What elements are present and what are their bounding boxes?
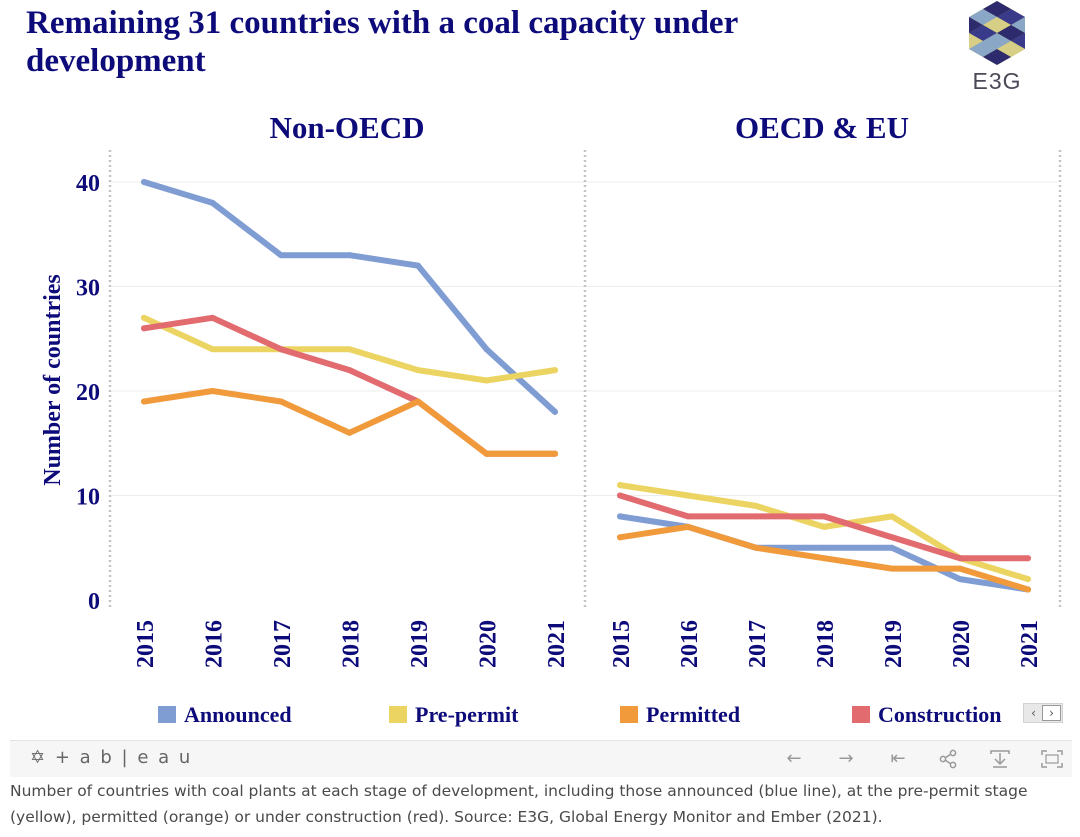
legend-label: Construction [878, 702, 1002, 727]
y-tick-label: 20 [76, 380, 100, 406]
legend-label: Announced [184, 702, 292, 727]
y-axis-label: Number of countries [40, 274, 66, 486]
data-point [957, 555, 963, 562]
legend-swatch [852, 706, 870, 723]
data-point [889, 513, 895, 520]
page-title: Remaining 31 countries with a coal capac… [26, 5, 738, 79]
revert-icon[interactable]: ⇤ [890, 748, 906, 769]
scroll-right-icon[interactable]: › [1042, 705, 1061, 721]
tableau-logo[interactable]: ✡ + a b | e a u [30, 747, 192, 768]
x-tick-label: 2020 [476, 620, 502, 668]
legend-swatch [158, 706, 176, 723]
data-point [957, 565, 963, 572]
data-point [1025, 576, 1031, 583]
data-point [209, 199, 216, 206]
data-point [209, 346, 216, 353]
data-point [821, 544, 827, 551]
x-tick-label: 2021 [544, 620, 570, 668]
data-point [685, 492, 691, 499]
data-point [889, 565, 895, 572]
data-point [415, 262, 421, 269]
share-icon[interactable] [934, 746, 962, 772]
x-tick-label: 2018 [813, 620, 839, 668]
series-line-pre-permit [617, 482, 1031, 583]
download-icon[interactable] [986, 746, 1014, 772]
figure-caption: Number of countries with coal plants at … [10, 782, 1028, 826]
series-line-permitted [141, 388, 558, 457]
y-tick-label: 30 [76, 276, 100, 302]
data-point [415, 367, 421, 374]
legend-swatch [620, 706, 638, 723]
data-point [617, 492, 623, 499]
data-point [552, 408, 558, 415]
x-tick-label: 2018 [339, 620, 365, 668]
redo-icon[interactable]: → [838, 748, 854, 769]
brand-text: + a b | e a u [54, 747, 193, 768]
scroll-left-icon[interactable]: ‹ [1031, 706, 1036, 720]
data-point [1025, 555, 1031, 562]
data-point [278, 346, 284, 353]
data-point [617, 534, 623, 541]
data-point [346, 252, 353, 259]
x-tick-label: 2016 [677, 620, 703, 668]
data-point [141, 325, 147, 332]
data-point [415, 398, 421, 405]
x-tick-label: 2016 [202, 620, 228, 668]
data-point [483, 450, 490, 457]
data-point [278, 252, 284, 259]
tableau-toolbar: ✡ + a b | e a u ← → ⇤ [10, 740, 1072, 777]
panel-title: Non-OECD [269, 110, 424, 145]
data-point [346, 367, 353, 374]
legend-label: Permitted [646, 702, 741, 727]
data-point [346, 346, 353, 353]
data-point [141, 398, 147, 405]
x-tick-label: 2019 [881, 620, 907, 668]
data-point [753, 502, 759, 509]
data-point [346, 429, 353, 436]
data-point [821, 555, 827, 562]
data-point [821, 513, 827, 520]
y-tick-label: 0 [88, 589, 100, 615]
data-point [821, 523, 827, 530]
tableau-mark-icon: ✡ [30, 747, 48, 768]
undo-icon[interactable]: ← [786, 748, 802, 769]
data-point [889, 544, 895, 551]
x-tick-label: 2015 [133, 620, 159, 668]
line-chart: 0 10 20 30 40 Number of countries Non-OECD 2015… [40, 110, 1062, 668]
data-point [141, 314, 147, 321]
data-point [141, 179, 147, 185]
data-point [209, 314, 216, 321]
data-point [617, 482, 623, 489]
legend-swatch [389, 706, 407, 723]
fullscreen-icon[interactable] [1038, 746, 1066, 772]
data-point [552, 450, 558, 457]
data-point [552, 367, 558, 374]
data-point [685, 523, 691, 530]
data-point [685, 513, 691, 520]
e3g-logo-icon [969, 1, 1025, 65]
legend-label: Pre-permit [415, 702, 519, 727]
logo-text: E3G [972, 68, 1022, 94]
panel-title: OECD & EU [735, 110, 909, 145]
data-point [753, 544, 759, 551]
y-tick-label: 40 [76, 171, 100, 197]
y-tick-label: 10 [76, 485, 100, 511]
x-tick-label: 2017 [270, 620, 296, 668]
e3g-logo: E3G [962, 0, 1032, 98]
x-tick-label: 2020 [949, 620, 975, 668]
data-point [209, 388, 216, 394]
data-point [889, 534, 895, 541]
x-tick-label: 2017 [745, 620, 771, 668]
x-tick-label: 2021 [1017, 620, 1043, 668]
legend-scroll-control[interactable]: ‹ › [1023, 703, 1063, 723]
data-point [483, 346, 490, 353]
x-tick-label: 2019 [407, 620, 433, 668]
data-point [617, 513, 623, 520]
data-point [1025, 586, 1031, 593]
data-point [278, 398, 284, 405]
data-point [483, 377, 490, 384]
data-point [957, 576, 963, 583]
data-point [753, 513, 759, 520]
x-tick-label: 2015 [609, 620, 635, 668]
